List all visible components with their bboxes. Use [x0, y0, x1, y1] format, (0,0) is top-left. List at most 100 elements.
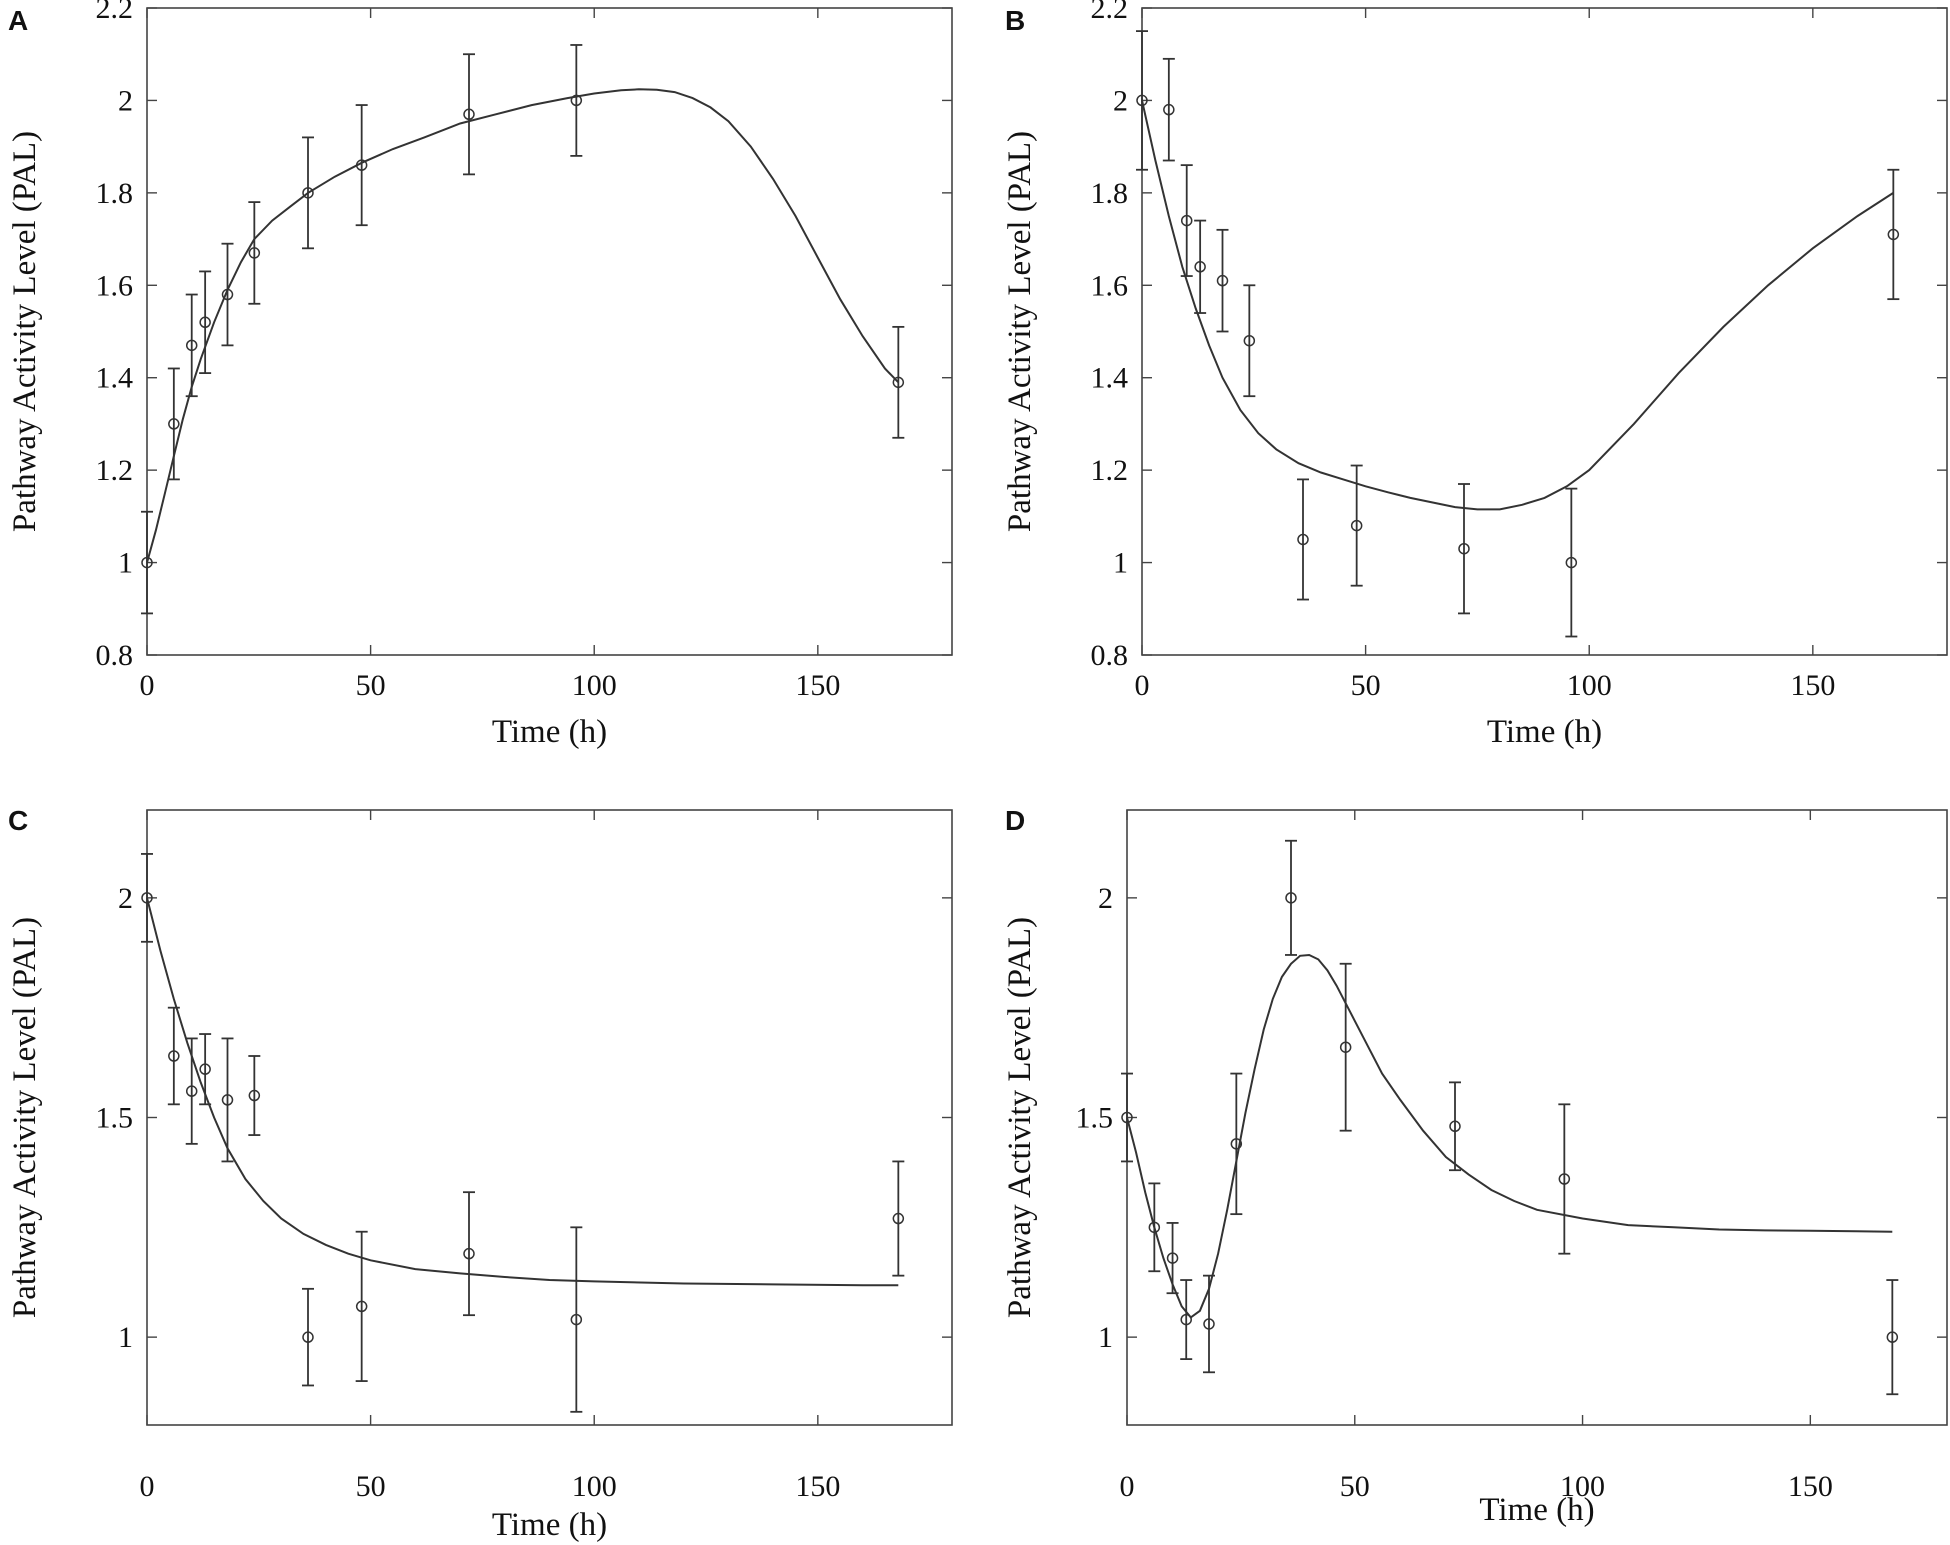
panel-letter: B — [1005, 5, 1025, 36]
y-tick-label: 2 — [118, 882, 133, 915]
plot-frame — [146, 809, 953, 1426]
y-tick-label: 1.8 — [1091, 177, 1129, 210]
data-point — [570, 1313, 583, 1326]
data-point — [1163, 103, 1175, 116]
x-axis-label: Time (h) — [492, 714, 607, 750]
y-tick-label: 1 — [1113, 547, 1128, 580]
y-tick-label: 1 — [118, 1321, 133, 1354]
y-tick-label: 1.8 — [96, 177, 134, 210]
x-tick-label: 150 — [795, 669, 840, 702]
data-point — [168, 418, 180, 430]
data-point — [1886, 1331, 1899, 1343]
plot-frame — [1141, 7, 1948, 656]
y-tick-label: 2 — [1098, 882, 1113, 915]
data-point — [302, 187, 314, 199]
data-point — [248, 247, 261, 259]
y-tick-label: 1.2 — [1091, 454, 1129, 487]
panel-d: D 1 1.5 2 0 50 100 150 Time (h) Pathway Activity … — [1002, 805, 1948, 1528]
y-axis-label: Pathway Activity Level (PAL) — [1002, 131, 1038, 532]
panel-a: A 0.8 1 1.2 1.4 1.6 1.8 2 2.2 0 50 100 150 Time (h) Pa… — [7, 0, 953, 750]
x-tick-label: 0 — [140, 669, 155, 702]
data-point — [355, 159, 368, 171]
data-point — [463, 108, 475, 121]
y-tick-label: 1.4 — [96, 362, 134, 395]
y-tick-label: 2.2 — [1091, 0, 1129, 25]
data-point — [1136, 94, 1148, 107]
data-point — [570, 94, 583, 107]
x-tick-label: 100 — [1567, 669, 1612, 702]
data-point — [1285, 892, 1297, 904]
y-tick-label: 1 — [1098, 1321, 1113, 1354]
data-point — [463, 1247, 475, 1260]
y-tick-label: 2 — [118, 84, 133, 117]
data-point — [1203, 1318, 1215, 1330]
data-point — [185, 1085, 198, 1097]
fit-curve — [146, 897, 899, 1287]
x-tick-label: 50 — [356, 1470, 386, 1503]
data-point — [1350, 519, 1363, 532]
y-tick-label: 2 — [1113, 84, 1128, 117]
panel-letter: C — [8, 805, 28, 836]
data-point — [1887, 228, 1900, 241]
data-point — [141, 556, 153, 569]
x-tick-label: 0 — [1120, 1470, 1135, 1503]
plot-frame — [146, 7, 953, 656]
data-point — [892, 1212, 905, 1225]
data-point — [221, 1094, 234, 1106]
data-point — [1148, 1221, 1161, 1234]
data-point — [1243, 334, 1256, 347]
data-point — [1166, 1252, 1179, 1264]
data-point — [1565, 556, 1578, 569]
y-tick-label: 0.8 — [96, 639, 134, 672]
x-tick-label: 100 — [1560, 1470, 1605, 1503]
panel-c: C 1 1.5 2 0 50 100 150 Time (h) Pathway Activity … — [7, 805, 953, 1543]
x-tick-label: 100 — [572, 1470, 617, 1503]
data-point — [1180, 214, 1193, 227]
x-tick-label: 100 — [572, 669, 617, 702]
data-point — [185, 339, 198, 352]
x-tick-label: 0 — [140, 1470, 155, 1503]
data-point — [1180, 1313, 1192, 1326]
y-tick-label: 1.2 — [96, 454, 134, 487]
x-tick-label: 150 — [1790, 669, 1835, 702]
y-tick-label: 0.8 — [1091, 639, 1129, 672]
data-point — [1194, 261, 1206, 273]
panel-b: B 0.8 1 1.2 1.4 1.6 1.8 2 2.2 0 50 100 150 Time (h) Pa… — [1002, 0, 1948, 750]
data-point — [302, 1331, 314, 1343]
data-point — [1339, 1041, 1352, 1053]
plot-frame — [1126, 809, 1948, 1426]
data-point — [1458, 542, 1470, 555]
data-point — [248, 1089, 261, 1102]
y-tick-label: 1.6 — [1091, 269, 1129, 302]
fit-curve — [146, 88, 900, 563]
data-point — [1297, 533, 1309, 546]
y-tick-label: 1.5 — [96, 1102, 134, 1135]
data-point — [221, 288, 234, 301]
y-axis-label: Pathway Activity Level (PAL) — [1002, 917, 1038, 1318]
panel-letter: D — [1005, 805, 1025, 836]
x-tick-label: 50 — [1340, 1470, 1370, 1503]
fit-curve — [1141, 100, 1894, 511]
x-axis-label: Time (h) — [492, 1507, 607, 1543]
panel-letter: A — [8, 5, 28, 36]
data-point — [1230, 1138, 1243, 1150]
x-tick-label: 50 — [356, 669, 386, 702]
fit-curve — [1126, 953, 1893, 1319]
x-tick-label: 0 — [1135, 669, 1150, 702]
y-tick-label: 1.6 — [96, 269, 134, 302]
data-point — [1558, 1173, 1571, 1185]
data-point — [168, 1050, 180, 1062]
data-point — [141, 892, 153, 904]
data-point — [1449, 1120, 1461, 1133]
y-tick-label: 1.5 — [1076, 1102, 1114, 1135]
data-point — [1121, 1111, 1133, 1124]
data-point — [355, 1300, 368, 1313]
x-tick-label: 150 — [1788, 1470, 1833, 1503]
x-axis-label: Time (h) — [1479, 1492, 1594, 1528]
y-tick-label: 2.2 — [96, 0, 134, 25]
y-tick-label: 1 — [118, 547, 133, 580]
data-point — [1216, 274, 1229, 287]
y-axis-label: Pathway Activity Level (PAL) — [7, 917, 43, 1318]
data-point — [199, 316, 211, 329]
